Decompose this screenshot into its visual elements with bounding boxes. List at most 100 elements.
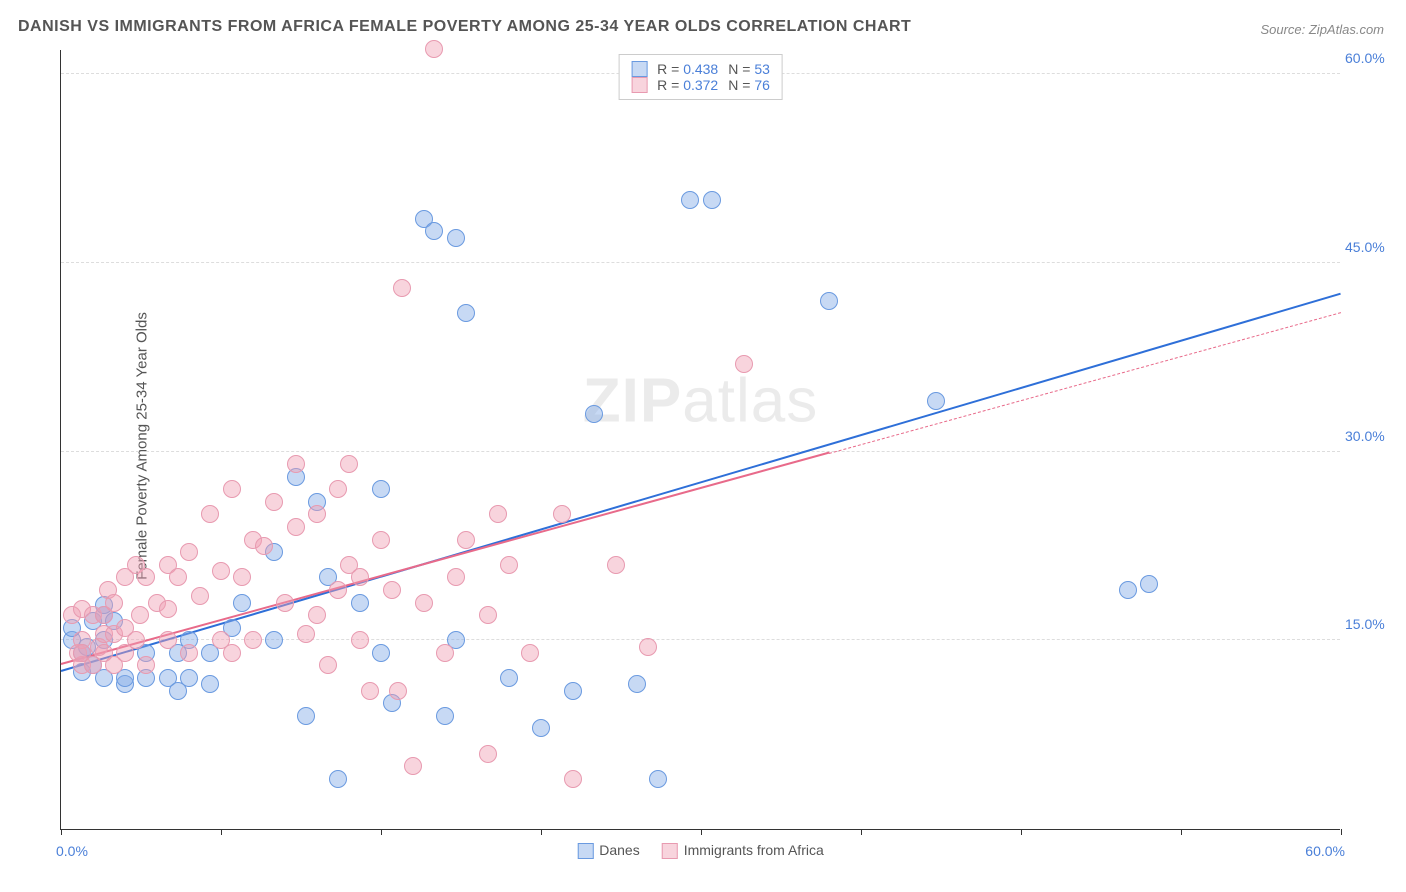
data-point <box>244 631 262 649</box>
data-point <box>415 594 433 612</box>
data-point <box>436 644 454 662</box>
x-tick <box>61 829 62 835</box>
data-point <box>191 587 209 605</box>
data-point <box>649 770 667 788</box>
data-point <box>500 669 518 687</box>
legend-swatch <box>631 61 647 77</box>
data-point <box>297 625 315 643</box>
data-point <box>1119 581 1137 599</box>
data-point <box>457 531 475 549</box>
data-point <box>361 682 379 700</box>
scatter-plot-area: ZIPatlas R = 0.438N = 53R = 0.372N = 76 … <box>60 50 1340 830</box>
data-point <box>585 405 603 423</box>
x-axis-min-label: 0.0% <box>56 843 88 859</box>
data-point <box>329 770 347 788</box>
data-point <box>351 594 369 612</box>
data-point <box>287 518 305 536</box>
chart-title: DANISH VS IMMIGRANTS FROM AFRICA FEMALE … <box>18 18 911 36</box>
data-point <box>447 229 465 247</box>
trend-line <box>829 312 1341 454</box>
data-point <box>479 745 497 763</box>
data-point <box>372 644 390 662</box>
data-point <box>479 606 497 624</box>
data-point <box>425 222 443 240</box>
data-point <box>319 656 337 674</box>
data-point <box>703 191 721 209</box>
x-tick <box>1021 829 1022 835</box>
data-point <box>393 279 411 297</box>
y-tick-label: 30.0% <box>1345 428 1400 444</box>
gridline <box>61 451 1340 452</box>
data-point <box>340 455 358 473</box>
legend-row: R = 0.372N = 76 <box>631 77 770 93</box>
series-legend: DanesImmigrants from Africa <box>577 842 824 859</box>
x-tick <box>381 829 382 835</box>
data-point <box>297 707 315 725</box>
data-point <box>389 682 407 700</box>
data-point <box>137 656 155 674</box>
data-point <box>265 493 283 511</box>
data-point <box>383 581 401 599</box>
data-point <box>180 644 198 662</box>
legend-swatch <box>631 77 647 93</box>
correlation-legend: R = 0.438N = 53R = 0.372N = 76 <box>618 54 783 100</box>
data-point <box>105 594 123 612</box>
data-point <box>127 631 145 649</box>
data-point <box>223 480 241 498</box>
data-point <box>223 644 241 662</box>
data-point <box>180 669 198 687</box>
legend-item: Danes <box>577 842 639 859</box>
x-tick <box>1181 829 1182 835</box>
data-point <box>276 594 294 612</box>
data-point <box>820 292 838 310</box>
data-point <box>287 455 305 473</box>
data-point <box>159 631 177 649</box>
data-point <box>329 581 347 599</box>
x-axis-max-label: 60.0% <box>1305 843 1345 859</box>
data-point <box>681 191 699 209</box>
data-point <box>212 562 230 580</box>
trend-line <box>61 452 830 665</box>
data-point <box>735 355 753 373</box>
data-point <box>489 505 507 523</box>
trend-line <box>61 292 1342 671</box>
x-tick <box>861 829 862 835</box>
data-point <box>628 675 646 693</box>
x-tick <box>701 829 702 835</box>
data-point <box>159 600 177 618</box>
data-point <box>169 568 187 586</box>
data-point <box>351 568 369 586</box>
data-point <box>532 719 550 737</box>
data-point <box>500 556 518 574</box>
data-point <box>564 682 582 700</box>
data-point <box>308 606 326 624</box>
gridline <box>61 262 1340 263</box>
y-tick-label: 45.0% <box>1345 239 1400 255</box>
data-point <box>131 606 149 624</box>
legend-swatch <box>662 843 678 859</box>
data-point <box>1140 575 1158 593</box>
y-tick-label: 15.0% <box>1345 616 1400 632</box>
watermark: ZIPatlas <box>583 365 818 436</box>
data-point <box>607 556 625 574</box>
x-tick <box>221 829 222 835</box>
data-point <box>137 568 155 586</box>
data-point <box>233 568 251 586</box>
data-point <box>372 480 390 498</box>
x-tick <box>1341 829 1342 835</box>
data-point <box>201 505 219 523</box>
data-point <box>425 40 443 58</box>
data-point <box>927 392 945 410</box>
data-point <box>639 638 657 656</box>
data-point <box>564 770 582 788</box>
data-point <box>308 505 326 523</box>
legend-swatch <box>577 843 593 859</box>
data-point <box>180 543 198 561</box>
data-point <box>404 757 422 775</box>
data-point <box>255 537 273 555</box>
data-point <box>553 505 571 523</box>
data-point <box>457 304 475 322</box>
legend-row: R = 0.438N = 53 <box>631 61 770 77</box>
data-point <box>201 675 219 693</box>
source-credit: Source: ZipAtlas.com <box>1260 22 1384 37</box>
